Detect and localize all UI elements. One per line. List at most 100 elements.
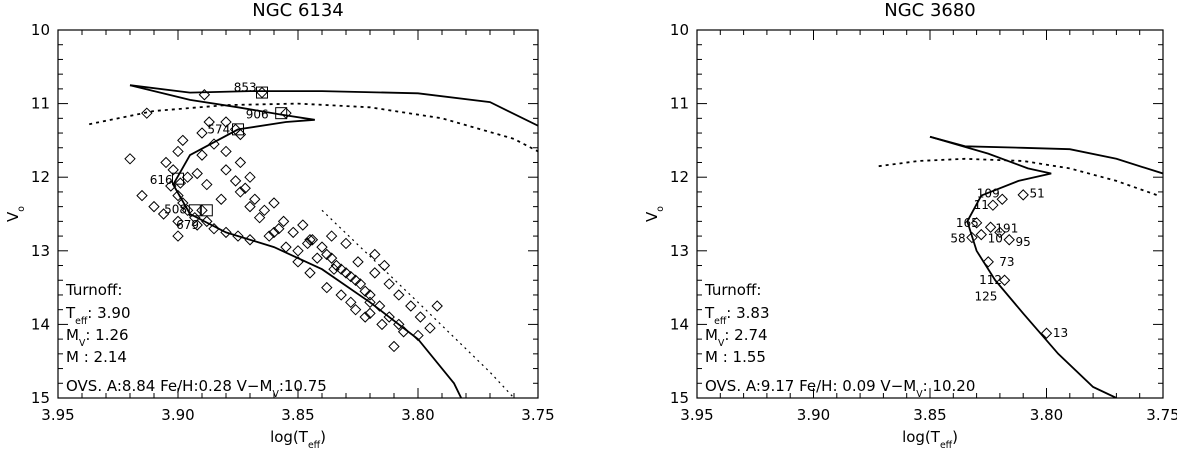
star-id-label: 616 [150, 173, 173, 187]
star-id-label: 853 [234, 80, 257, 94]
star-id-label: 679 [176, 218, 199, 232]
star-point [249, 193, 261, 205]
star-point [177, 197, 189, 209]
star-point [383, 311, 395, 323]
isochrone-upper-branch [129, 84, 538, 127]
binary-sequence [321, 209, 515, 398]
star-point [966, 231, 978, 244]
star-id-label: 165 [956, 216, 979, 230]
star-point [196, 127, 208, 139]
star-point [994, 226, 1006, 239]
star-id-label: 13 [1053, 326, 1068, 340]
star-point [160, 156, 172, 169]
star-point [196, 149, 208, 161]
y-tick-label: 11 [670, 95, 689, 113]
star-point [316, 241, 328, 253]
star-id-label: 191 [995, 222, 1018, 236]
star-point [148, 200, 160, 213]
y-tick-label: 13 [670, 242, 689, 260]
star-point [345, 296, 357, 309]
star-point [431, 300, 443, 312]
turnoff-title: Turnoff: [704, 281, 761, 299]
y-tick-label: 14 [670, 315, 689, 333]
star-point [349, 274, 362, 286]
star-id-label: 51 [1030, 186, 1045, 200]
star-point [349, 303, 362, 316]
star-point [220, 116, 232, 128]
star-point [311, 252, 323, 264]
y-tick-label: 10 [31, 21, 50, 39]
star-point [383, 278, 395, 290]
star-point [268, 226, 280, 239]
y-tick-label: 15 [31, 389, 50, 407]
star-point [172, 145, 184, 158]
star-point [393, 289, 405, 301]
star-point [256, 86, 268, 99]
star-point [172, 189, 184, 202]
plot-area [878, 135, 1163, 398]
star-point [268, 197, 280, 209]
star-point [239, 182, 251, 194]
star-point [201, 178, 213, 191]
star-point [373, 300, 386, 312]
star-point [388, 340, 400, 353]
y-axis-label: Vo [643, 206, 666, 222]
star-point [998, 274, 1011, 286]
star-point [414, 311, 427, 323]
star-point [340, 267, 352, 279]
star-point [258, 204, 271, 217]
star-point [412, 329, 424, 342]
chart-title: NGC 3680 [884, 0, 976, 21]
star-point [201, 215, 213, 228]
star-id-label: 508 [164, 203, 187, 217]
star-point [181, 204, 194, 217]
star-point [280, 241, 292, 253]
star-point [984, 221, 997, 233]
star-point [352, 256, 364, 268]
x-axis-label: log(Teff) [270, 428, 326, 451]
star-point [198, 89, 211, 101]
y-axis-label: Vo [4, 206, 27, 222]
star-id-label: 125 [974, 289, 997, 303]
star-point [297, 219, 309, 231]
star-point [301, 237, 314, 250]
isochrone-main-sequence [129, 84, 463, 398]
turnoff-title: Turnoff: [65, 281, 122, 299]
star-point [378, 259, 391, 272]
star-point [220, 145, 232, 158]
turnoff-row: Teff: 3.83 [704, 304, 770, 327]
star-point [304, 267, 316, 279]
star-point [203, 116, 215, 128]
panel-1: NGC 6134 3.95 3.90 3.85 3.80 3.75 10 11 12 13 14 15… [4, 0, 555, 451]
boxed-star-point [232, 123, 244, 136]
model-footer: OVS. A:9.17 Fe/H: 0.09 V−MV: 10.20 [705, 377, 975, 400]
star-point [208, 223, 220, 235]
star-point [975, 228, 987, 241]
star-point [325, 230, 338, 242]
star-point [330, 259, 343, 272]
y-tick-label: 14 [31, 315, 50, 333]
star-point [172, 215, 184, 228]
star-point [987, 199, 999, 211]
x-tick-label: 3.75 [521, 406, 554, 424]
star-point [220, 226, 232, 239]
turnoff-row: M : 1.55 [705, 348, 766, 366]
star-point [141, 107, 153, 119]
star-point [1017, 189, 1029, 201]
star-point [263, 230, 275, 242]
x-tick-label: 3.75 [1146, 406, 1177, 424]
star-point [359, 311, 371, 323]
star-point [215, 193, 227, 205]
star-point [191, 167, 203, 180]
y-tick-label: 15 [670, 389, 689, 407]
star-id-label: 58 [950, 231, 965, 245]
isochrone-upper-branch [929, 135, 1163, 175]
star-point [1003, 234, 1015, 246]
x-tick-label: 3.90 [797, 406, 830, 424]
star-point [234, 186, 247, 198]
turnoff-row: Teff: 3.90 [65, 304, 131, 327]
star-point [229, 175, 242, 187]
star-point [1040, 327, 1053, 339]
star-point [405, 300, 417, 312]
